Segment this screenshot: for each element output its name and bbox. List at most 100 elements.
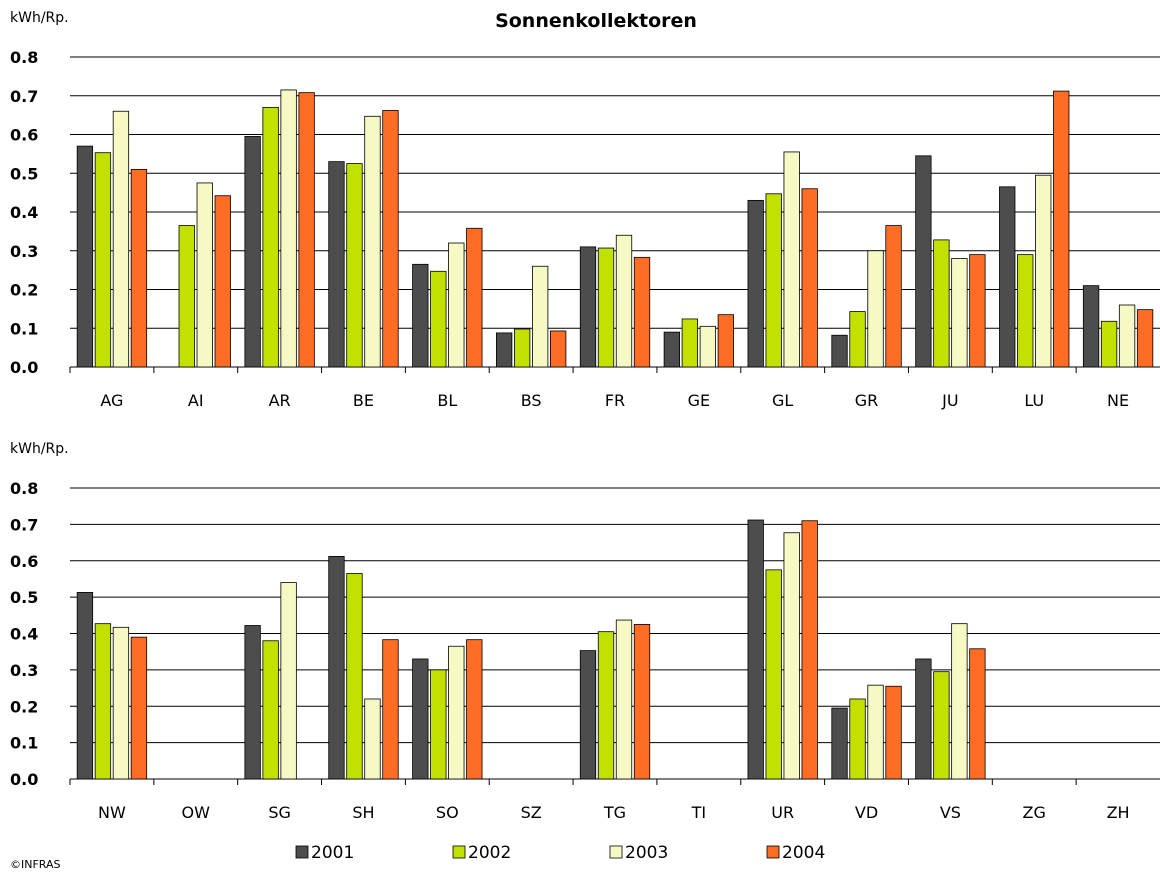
bar-2003-NE <box>1118 304 1136 368</box>
bar-2004-VS <box>969 648 986 780</box>
bar-2004-LU <box>1053 90 1070 368</box>
bar-2001-LU <box>999 186 1016 368</box>
legend-swatch-2002 <box>452 845 466 859</box>
legend: 2001 2002 2003 2004 <box>295 843 825 863</box>
x-tick-label: OW <box>182 803 211 822</box>
bar-2002-VD <box>849 698 866 780</box>
x-tick-label: TG <box>603 803 626 822</box>
y-tick-label: 0.4 <box>10 203 38 222</box>
bar-2004-AR <box>298 92 315 368</box>
bar-2002-AG <box>94 152 112 368</box>
legend-label-2003: 2003 <box>625 843 668 863</box>
bar-2001-AR <box>244 136 261 368</box>
bar-2004-JU <box>969 254 986 368</box>
bar-2004-BL <box>466 227 483 368</box>
bar-2003-NW <box>112 626 130 780</box>
bar-2002-AI <box>178 225 195 368</box>
bar-2002-VS <box>933 671 950 780</box>
y-axis-unit: kWh/Rp. <box>10 10 69 26</box>
y-axis-unit: kWh/Rp. <box>10 441 69 457</box>
bar-2001-GE <box>663 331 680 368</box>
bar-2001-VD <box>831 707 848 780</box>
bar-2001-TG <box>579 650 597 780</box>
y-tick-label: 0.5 <box>10 164 38 183</box>
bar-2004-GL <box>801 188 818 368</box>
bar-2004-NE <box>1136 309 1154 368</box>
x-tick-label: UR <box>771 803 794 822</box>
bar-2003-UR <box>783 532 800 780</box>
y-tick-label: 0.1 <box>10 734 38 753</box>
bar-2002-GR <box>849 311 866 368</box>
legend-label-2001: 2001 <box>311 843 354 863</box>
legend-label-2002: 2002 <box>468 843 511 863</box>
bar-2002-JU <box>933 239 950 368</box>
bar-2002-LU <box>1017 254 1034 368</box>
legend-label-2004: 2004 <box>782 843 825 863</box>
bar-2002-BS <box>514 328 531 368</box>
x-tick-label: VS <box>940 803 961 822</box>
y-tick-label: 0.3 <box>10 661 38 680</box>
x-tick-label: BE <box>353 391 374 410</box>
bar-2004-GE <box>717 314 734 368</box>
y-tick-label: 0.7 <box>10 87 38 106</box>
bar-2003-AG <box>112 110 130 368</box>
bar-2003-GL <box>783 151 800 368</box>
bar-2003-AR <box>280 89 297 368</box>
bar-2003-VS <box>951 623 968 780</box>
bar-2004-VD <box>885 685 902 780</box>
y-tick-label: 0.3 <box>10 242 38 261</box>
x-tick-label: BL <box>437 391 457 410</box>
bar-2004-UR <box>801 520 818 780</box>
bar-2001-SH <box>328 555 345 780</box>
bar-2004-BE <box>382 110 399 368</box>
bar-2001-GR <box>831 334 848 368</box>
y-tick-label: 0.8 <box>10 48 38 67</box>
bar-2001-BE <box>328 161 345 368</box>
x-tick-label: TI <box>691 803 707 822</box>
bar-2001-NW <box>76 591 94 780</box>
bar-2002-AR <box>262 106 279 368</box>
bar-2004-SH <box>382 639 399 780</box>
bar-2001-SO <box>412 658 429 780</box>
bar-2004-FR <box>633 256 651 368</box>
bar-2004-TG <box>633 624 651 780</box>
bar-2003-TG <box>615 619 633 780</box>
bar-2004-AI <box>214 195 231 368</box>
bar-2002-SH <box>346 573 363 780</box>
x-tick-label: JU <box>941 391 958 410</box>
bar-2002-BE <box>346 163 363 368</box>
chart-panel-top: kWh/Rp. 0.0 0.1 0.2 0.3 0.4 0.5 0.6 0.7 0.8 AG AI AR… <box>10 10 1160 410</box>
x-tick-label: SH <box>352 803 374 822</box>
bar-2002-FR <box>597 247 615 368</box>
x-tick-label: NE <box>1107 391 1129 410</box>
y-tick-label: 0.7 <box>10 515 38 534</box>
bar-2003-BE <box>364 115 381 368</box>
bar-2003-SO <box>448 645 465 780</box>
x-tick-label: AR <box>269 391 291 410</box>
bar-2001-FR <box>579 246 597 368</box>
bar-2004-AG <box>130 168 148 368</box>
bar-2001-JU <box>915 155 932 368</box>
y-tick-label: 0.0 <box>10 358 38 377</box>
bar-2001-AG <box>76 145 94 368</box>
bar-2001-BL <box>412 263 429 368</box>
bar-2004-BS <box>550 330 567 368</box>
legend-swatch-2004 <box>766 845 780 859</box>
bar-2003-AI <box>196 182 213 368</box>
bar-2004-NW <box>130 636 148 780</box>
x-tick-label: SZ <box>521 803 542 822</box>
bar-2003-SG <box>280 582 297 780</box>
y-tick-label: 0.8 <box>10 479 38 498</box>
x-tick-label: GE <box>688 391 711 410</box>
bar-2003-GR <box>867 250 884 368</box>
x-tick-label: AI <box>188 391 204 410</box>
legend-swatch-2003 <box>609 845 623 859</box>
bar-2002-NW <box>94 623 112 780</box>
bar-2002-GL <box>765 193 782 368</box>
bar-2003-GE <box>699 325 716 368</box>
bar-2001-UR <box>747 519 764 780</box>
bar-2003-BL <box>448 242 465 368</box>
bar-2002-SO <box>430 669 447 780</box>
bar-2003-SH <box>364 698 381 780</box>
bar-2002-UR <box>765 569 782 780</box>
